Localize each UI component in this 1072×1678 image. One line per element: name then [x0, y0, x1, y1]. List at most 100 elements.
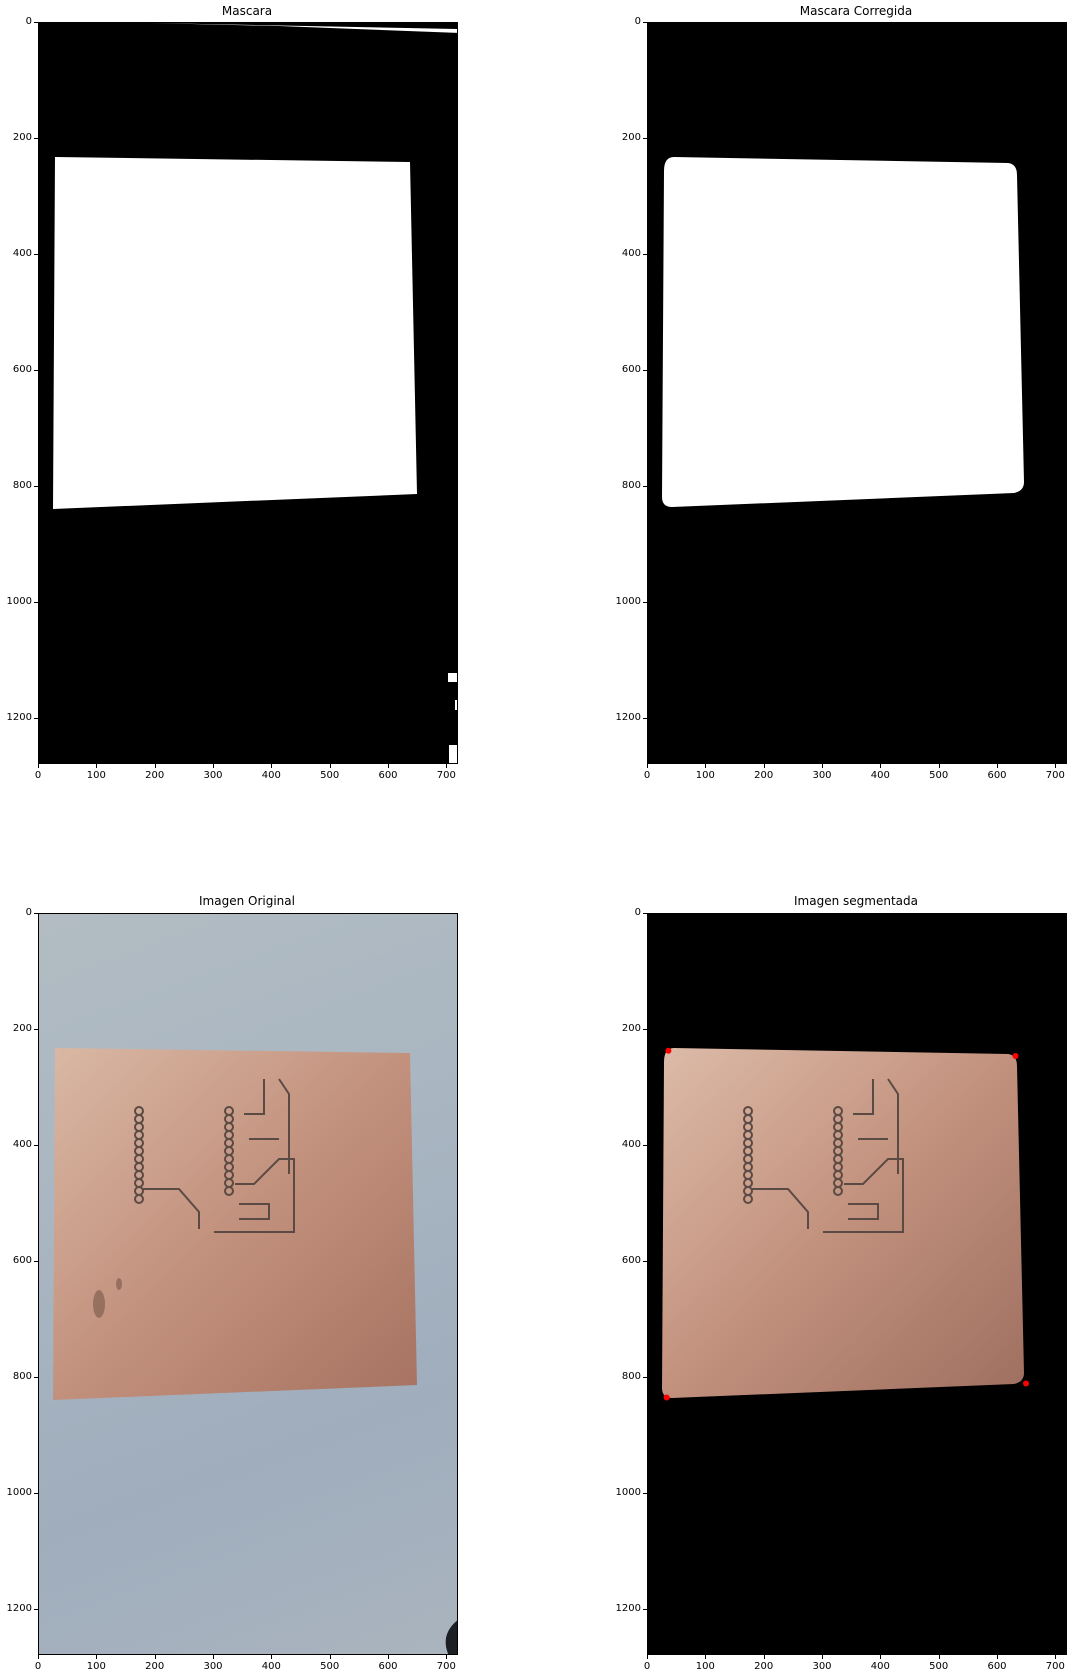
- y-tick-label: 600: [621, 1254, 641, 1266]
- x-tick-mark: [880, 1655, 882, 1659]
- y-tick-mark: [643, 1028, 647, 1030]
- y-tick-label: 0: [634, 16, 641, 27]
- x-tick-label: 400: [261, 1661, 281, 1672]
- x-tick-mark: [880, 764, 882, 768]
- x-tick-label: 600: [378, 1661, 398, 1672]
- x-tick-label: 100: [695, 770, 715, 781]
- x-tick-mark: [38, 764, 39, 768]
- x-tick-mark: [1055, 1655, 1057, 1659]
- panel-title-original: Imagen Original: [199, 894, 295, 908]
- x-tick-label: 200: [754, 1661, 774, 1672]
- y-tick-mark: [643, 137, 647, 139]
- x-tick-mark: [647, 1655, 648, 1659]
- x-tick-mark: [271, 764, 273, 768]
- mask-noise-2: [455, 700, 457, 710]
- x-tick-mark: [822, 764, 823, 768]
- panel-title-mask-corrected: Mascara Corregida: [799, 4, 913, 18]
- y-tick-label: 800: [621, 479, 641, 491]
- y-tick-mark: [34, 913, 38, 914]
- x-tick-mark: [213, 1655, 214, 1659]
- x-tick-label: 100: [86, 1661, 106, 1672]
- y-tick-label: 600: [12, 363, 32, 375]
- x-tick-label: 400: [261, 770, 281, 781]
- mask-noise-1: [448, 673, 457, 682]
- x-tick-label: 600: [378, 770, 398, 781]
- x-tick-label: 300: [203, 770, 223, 781]
- x-tick-mark: [154, 1655, 156, 1659]
- y-tick-mark: [34, 485, 38, 487]
- y-tick-mark: [34, 22, 38, 23]
- x-tick-label: 500: [320, 770, 340, 781]
- x-tick-mark: [271, 1655, 273, 1659]
- x-tick-mark: [997, 1655, 998, 1659]
- segmented-traces: [743, 1078, 904, 1233]
- y-tick-label: 200: [12, 131, 32, 143]
- x-tick-label: 100: [695, 1661, 715, 1672]
- y-tick-label: 0: [25, 907, 32, 918]
- x-tick-label: 400: [870, 770, 890, 781]
- y-tick-mark: [643, 1376, 647, 1378]
- corner-shadow: [445, 1620, 457, 1654]
- x-tick-mark: [388, 764, 389, 768]
- y-tick-mark: [643, 253, 647, 255]
- y-tick-mark: [34, 601, 38, 603]
- mask-image: [38, 22, 458, 764]
- y-tick-mark: [643, 1608, 647, 1610]
- corner-point: [1023, 1380, 1029, 1387]
- y-tick-label: 200: [621, 1022, 641, 1034]
- panel-title-segmented: Imagen segmentada: [794, 894, 918, 908]
- y-tick-label: 1000: [6, 595, 32, 607]
- y-tick-mark: [643, 369, 647, 371]
- x-tick-label: 0: [34, 1661, 42, 1672]
- y-tick-mark: [643, 1144, 647, 1146]
- y-tick-mark: [34, 369, 38, 371]
- mask-svg: [53, 23, 457, 763]
- y-tick-label: 1200: [615, 711, 641, 723]
- x-tick-label: 700: [1045, 1661, 1065, 1672]
- mask-white-region: [53, 157, 417, 509]
- y-tick-label: 400: [621, 1138, 641, 1150]
- y-tick-mark: [34, 1144, 38, 1146]
- segmented-svg: [662, 1047, 1029, 1401]
- mask-corrected-image: [647, 22, 1067, 764]
- x-tick-label: 500: [929, 1661, 949, 1672]
- x-tick-mark: [446, 1655, 448, 1659]
- original-svg: [53, 1048, 457, 1654]
- y-tick-mark: [643, 485, 647, 487]
- corner-point: [663, 1394, 670, 1401]
- x-tick-mark: [997, 764, 998, 768]
- x-tick-label: 200: [145, 1661, 165, 1672]
- x-tick-mark: [154, 764, 156, 768]
- segmented-image: [647, 913, 1067, 1655]
- pcb-stains: [93, 1278, 122, 1318]
- pcb-traces: [134, 1078, 295, 1233]
- x-tick-label: 700: [436, 1661, 456, 1672]
- y-tick-label: 600: [621, 363, 641, 375]
- mask-noise-3: [449, 745, 457, 763]
- y-tick-label: 1200: [6, 1602, 32, 1614]
- y-tick-mark: [34, 1028, 38, 1030]
- x-tick-label: 300: [812, 1661, 832, 1672]
- panel-title-mask: Mascara: [221, 4, 273, 18]
- y-tick-label: 1200: [615, 1602, 641, 1614]
- corner-point: [1012, 1053, 1019, 1060]
- x-tick-mark: [213, 764, 214, 768]
- y-tick-label: 1000: [615, 1486, 641, 1498]
- y-tick-mark: [34, 1376, 38, 1378]
- mask-top-edge: [149, 23, 457, 33]
- x-tick-label: 0: [34, 770, 42, 781]
- segmented-board: [662, 1048, 1024, 1398]
- y-tick-mark: [643, 717, 647, 719]
- x-tick-mark: [96, 764, 98, 768]
- x-tick-mark: [647, 764, 648, 768]
- y-tick-label: 200: [621, 131, 641, 143]
- x-tick-label: 600: [987, 1661, 1007, 1672]
- x-tick-label: 300: [812, 770, 832, 781]
- y-tick-label: 800: [12, 1370, 32, 1382]
- y-tick-label: 400: [621, 247, 641, 259]
- x-tick-label: 100: [86, 770, 106, 781]
- y-tick-label: 400: [12, 247, 32, 259]
- x-tick-mark: [938, 1655, 940, 1659]
- y-tick-mark: [34, 1492, 38, 1494]
- x-tick-label: 500: [320, 1661, 340, 1672]
